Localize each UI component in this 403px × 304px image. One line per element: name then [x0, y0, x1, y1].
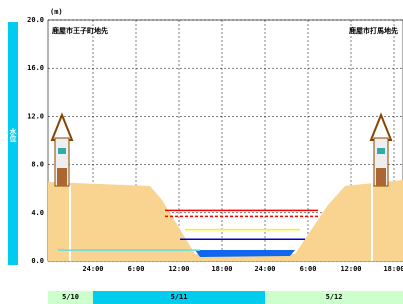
chart: 水位 (m) 鹿屋市王子町地先 鹿屋市打馬地先 0.0 4.0 8.0 12.0 16.…	[0, 0, 403, 304]
date-label: 5/11	[171, 293, 188, 301]
y-tick-label: 8.0	[31, 161, 44, 169]
x-tick-label: 12:00	[340, 265, 361, 273]
x-tick-label: 24:00	[82, 265, 103, 273]
y-tick-label: 12.0	[27, 112, 44, 120]
x-tick-label: 6:00	[300, 265, 317, 273]
left-location: 鹿屋市王子町地先	[52, 26, 108, 35]
y-tick-label: 16.0	[27, 64, 44, 72]
right-location: 鹿屋市打馬地先	[349, 26, 398, 35]
x-tick-label: 18:00	[211, 265, 232, 273]
y-label: 水位	[9, 127, 18, 143]
x-tick-label: 12:00	[168, 265, 189, 273]
x-tick-label: 18:00	[383, 265, 403, 273]
x-tick-label: 6:00	[128, 265, 145, 273]
y-tick-label: 0.0	[31, 257, 44, 265]
y-tick-label: 4.0	[31, 209, 44, 217]
date-label: 5/12	[326, 293, 343, 301]
date-label: 5/10	[62, 293, 79, 301]
x-tick-label: 24:00	[254, 265, 275, 273]
water	[195, 250, 295, 257]
y-tick-label: 20.0	[27, 16, 44, 24]
y-label-bar	[8, 22, 18, 265]
unit: (m)	[50, 8, 63, 16]
